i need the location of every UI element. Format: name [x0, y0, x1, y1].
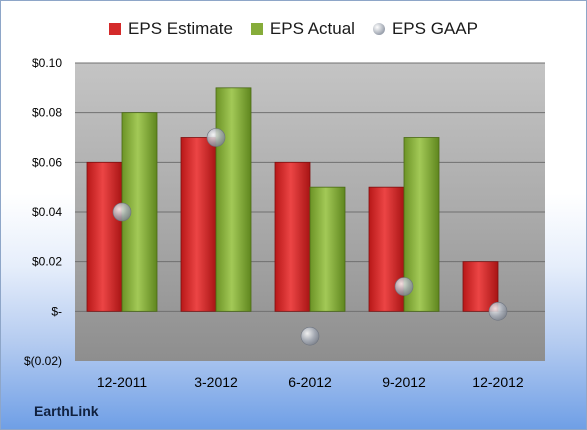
gaap-points [112, 128, 508, 346]
point-eps-gaap-12-2012 [488, 302, 508, 321]
x-tick-label: 12-2011 [97, 374, 148, 390]
x-tick-label: 3-2012 [194, 374, 238, 390]
point-eps-gaap-3-2012 [206, 128, 226, 147]
legend-item-eps-actual: EPS Actual [250, 19, 355, 39]
y-tick-label: $0.06 [32, 155, 62, 169]
point-eps-gaap-9-2012 [394, 277, 414, 296]
bars [86, 87, 499, 312]
y-tick-label: $- [51, 304, 62, 318]
legend-swatch-eps-estimate [109, 23, 122, 35]
y-tick-label: $(0.02) [24, 354, 62, 368]
legend-swatch-eps-actual [250, 23, 263, 35]
y-tick-label: $0.02 [32, 255, 62, 269]
legend-swatch-eps-gaap [372, 23, 385, 35]
bar-eps-estimate-12-2011 [86, 161, 123, 312]
bar-eps-estimate-3-2012 [180, 137, 217, 312]
legend: EPS Estimate EPS Actual EPS GAAP [1, 15, 586, 43]
x-tick-label: 6-2012 [288, 374, 332, 390]
x-tick-label: 9-2012 [382, 374, 426, 390]
bar-eps-actual-6-2012 [309, 186, 346, 312]
legend-label-eps-estimate: EPS Estimate [128, 19, 233, 38]
x-axis-ticks: 12-2011 3-2012 6-2012 9-2012 12-2012 [97, 374, 524, 390]
x-tick-label: 12-2012 [472, 374, 524, 390]
company-name: EarthLink [34, 403, 99, 419]
point-eps-gaap-6-2012 [300, 326, 320, 346]
legend-label-eps-gaap: EPS GAAP [391, 19, 478, 38]
y-axis-ticks: $0.10 $0.08 $0.06 $0.04 $0.02 $- $(0.02) [24, 56, 62, 368]
legend-item-eps-gaap: EPS GAAP [372, 19, 478, 39]
bar-eps-estimate-6-2012 [274, 161, 311, 312]
point-eps-gaap-12-2011 [112, 202, 132, 222]
bar-eps-actual-3-2012 [215, 87, 252, 312]
y-tick-label: $0.10 [32, 56, 62, 70]
y-tick-label: $0.08 [32, 106, 62, 120]
bar-eps-estimate-12-2012 [462, 261, 499, 312]
legend-label-eps-actual: EPS Actual [269, 19, 355, 38]
legend-item-eps-estimate: EPS Estimate [109, 19, 233, 39]
y-tick-label: $0.04 [32, 205, 62, 219]
